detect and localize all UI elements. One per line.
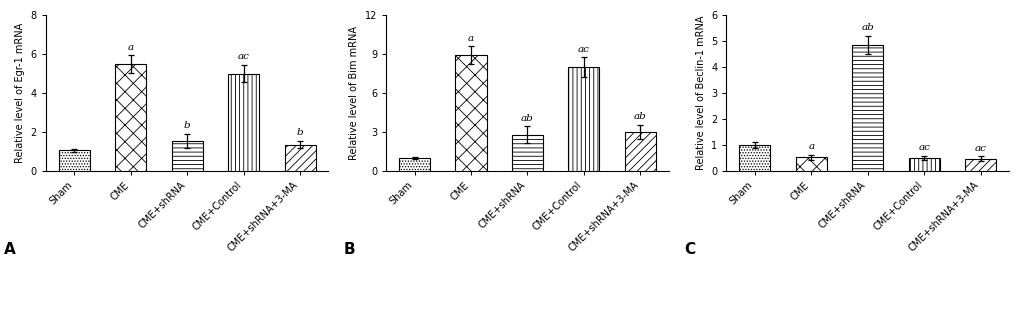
Bar: [455, 55, 486, 171]
Bar: [964, 159, 996, 171]
Bar: [851, 45, 882, 171]
Text: b: b: [183, 122, 191, 131]
Y-axis label: Relative level of Egr-1 mRNA: Relative level of Egr-1 mRNA: [15, 23, 25, 163]
Bar: [398, 158, 430, 171]
Text: A: A: [4, 241, 15, 256]
Bar: [908, 158, 938, 171]
Y-axis label: Relative level of Beclin-1 mRNA: Relative level of Beclin-1 mRNA: [695, 16, 705, 170]
Bar: [228, 74, 259, 171]
Text: ab: ab: [860, 23, 873, 32]
Bar: [795, 158, 826, 171]
Text: a: a: [127, 43, 133, 52]
Bar: [568, 67, 599, 171]
Text: ac: ac: [973, 144, 985, 153]
Text: ac: ac: [578, 45, 589, 54]
Text: C: C: [684, 241, 695, 256]
Text: ac: ac: [917, 144, 929, 153]
Bar: [739, 145, 769, 171]
Text: a: a: [807, 142, 813, 152]
Bar: [59, 151, 90, 171]
Bar: [625, 132, 655, 171]
Text: ab: ab: [521, 114, 533, 123]
Bar: [171, 141, 203, 171]
Y-axis label: Relative level of Bim mRNA: Relative level of Bim mRNA: [348, 26, 359, 160]
Text: a: a: [468, 34, 474, 43]
Bar: [512, 135, 542, 171]
Bar: [284, 145, 315, 171]
Text: ac: ac: [237, 52, 250, 61]
Text: b: b: [297, 128, 303, 137]
Text: B: B: [343, 241, 356, 256]
Text: ab: ab: [633, 112, 646, 121]
Bar: [115, 64, 146, 171]
